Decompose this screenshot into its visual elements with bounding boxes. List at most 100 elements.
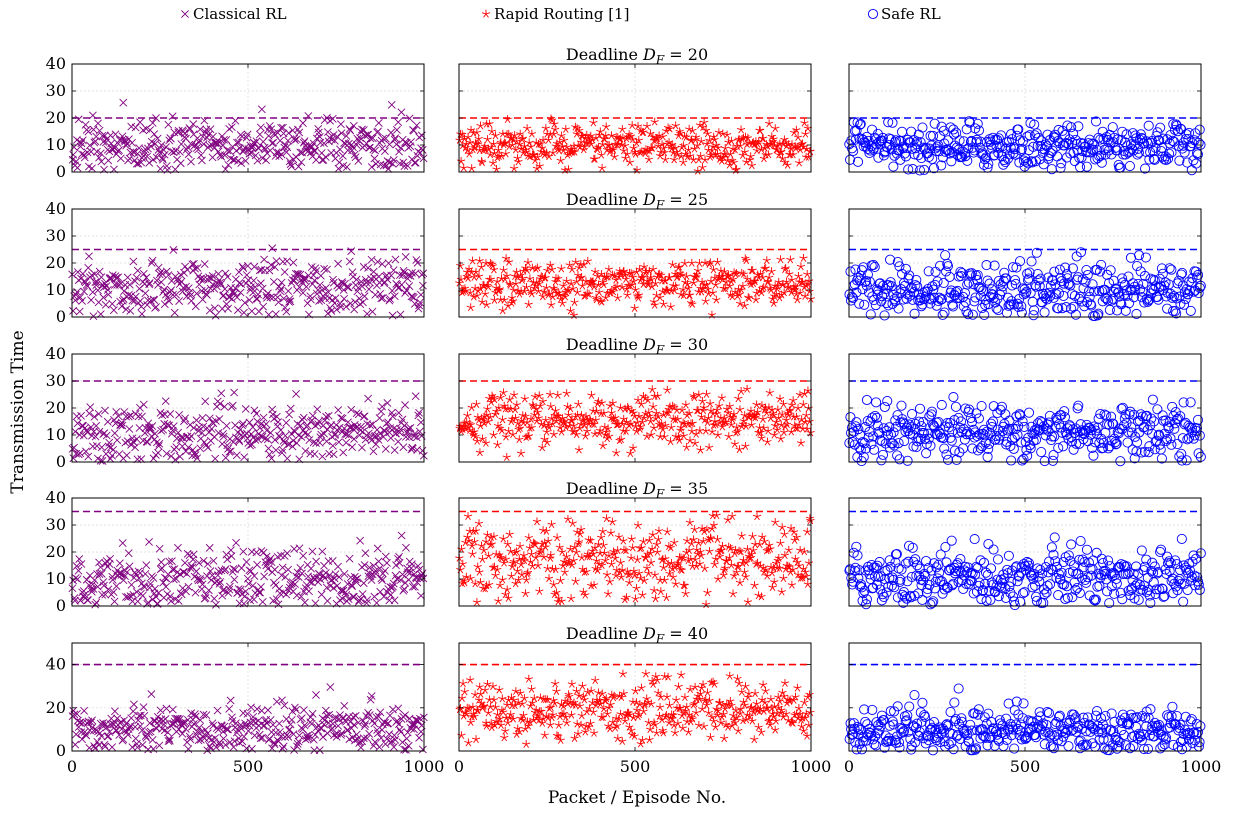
data-point xyxy=(272,412,281,421)
data-point xyxy=(180,129,189,138)
legend-label: Rapid Routing [1] xyxy=(494,5,629,23)
data-point xyxy=(747,161,756,170)
data-point xyxy=(88,164,96,173)
data-point xyxy=(296,148,305,157)
data-point xyxy=(681,589,690,598)
data-point xyxy=(574,400,583,408)
data-point xyxy=(220,402,229,411)
data-point xyxy=(361,549,370,558)
data-point xyxy=(499,534,508,543)
data-point xyxy=(137,302,146,311)
data-point xyxy=(587,139,596,148)
data-point xyxy=(206,125,215,134)
data-point xyxy=(791,554,800,563)
data-point xyxy=(608,517,617,526)
data-point xyxy=(158,155,167,164)
data-point xyxy=(967,142,978,153)
data-point xyxy=(394,118,403,127)
data-point xyxy=(896,400,907,411)
data-point xyxy=(189,120,198,129)
data-point xyxy=(1178,140,1189,151)
data-point xyxy=(1033,132,1044,143)
data-point xyxy=(154,263,163,272)
data-point xyxy=(381,552,390,561)
data-point xyxy=(174,596,183,605)
data-point xyxy=(766,139,776,148)
data-point xyxy=(1021,156,1032,167)
data-point xyxy=(85,409,94,418)
data-point xyxy=(92,281,101,290)
data-point xyxy=(138,412,146,421)
data-point xyxy=(323,596,332,605)
data-point xyxy=(748,532,757,541)
data-point xyxy=(978,159,990,170)
data-point xyxy=(530,156,540,165)
data-point xyxy=(1173,140,1184,152)
data-point xyxy=(227,123,236,132)
data-point xyxy=(131,123,140,132)
data-point xyxy=(501,432,511,441)
data-point xyxy=(240,431,249,439)
data-point xyxy=(299,413,308,422)
data-point xyxy=(263,564,272,573)
data-point xyxy=(97,273,106,282)
data-point xyxy=(574,445,584,454)
data-point xyxy=(197,274,206,283)
data-point xyxy=(776,434,785,443)
data-point xyxy=(679,158,688,167)
data-point xyxy=(225,147,234,156)
data-point xyxy=(115,559,124,568)
data-point xyxy=(150,130,159,139)
data-point xyxy=(542,427,551,436)
data-point xyxy=(879,401,890,413)
data-point xyxy=(122,305,131,314)
data-point xyxy=(362,139,371,148)
data-point xyxy=(108,271,117,280)
data-point xyxy=(939,443,950,454)
data-point xyxy=(746,152,755,161)
data-point xyxy=(552,533,562,542)
data-point xyxy=(187,157,195,166)
data-point xyxy=(391,134,400,143)
data-point xyxy=(72,157,81,166)
data-point xyxy=(725,160,734,169)
data-point xyxy=(333,281,342,290)
data-point xyxy=(477,158,487,167)
data-point xyxy=(92,132,101,141)
data-point xyxy=(1192,148,1203,159)
data-point xyxy=(205,141,214,150)
data-point xyxy=(242,271,251,279)
data-point xyxy=(507,571,516,580)
data-point xyxy=(512,400,521,409)
data-point xyxy=(397,531,406,540)
data-point xyxy=(1185,305,1196,316)
data-point xyxy=(266,293,275,302)
data-point xyxy=(466,303,475,312)
data-point xyxy=(487,143,496,151)
data-point xyxy=(118,132,127,141)
data-point xyxy=(583,256,592,265)
data-point xyxy=(1049,532,1060,543)
data-point xyxy=(294,573,303,582)
data-point xyxy=(677,152,686,160)
data-point xyxy=(134,412,143,421)
data-point xyxy=(187,140,196,149)
data-point xyxy=(370,592,379,601)
data-point xyxy=(387,128,395,137)
data-point xyxy=(517,135,527,144)
data-point xyxy=(1132,437,1143,448)
data-point xyxy=(736,141,745,150)
data-point xyxy=(329,450,338,459)
data-point xyxy=(685,151,695,160)
data-point xyxy=(227,552,236,561)
data-point xyxy=(180,417,188,426)
data-point xyxy=(845,266,856,277)
data-point xyxy=(87,271,96,280)
y-tick-label: 20 xyxy=(46,542,66,561)
data-point xyxy=(946,435,957,446)
data-point xyxy=(712,295,721,304)
data-point xyxy=(535,161,544,170)
data-point xyxy=(315,297,323,305)
data-point xyxy=(109,445,117,454)
data-point xyxy=(513,566,522,575)
